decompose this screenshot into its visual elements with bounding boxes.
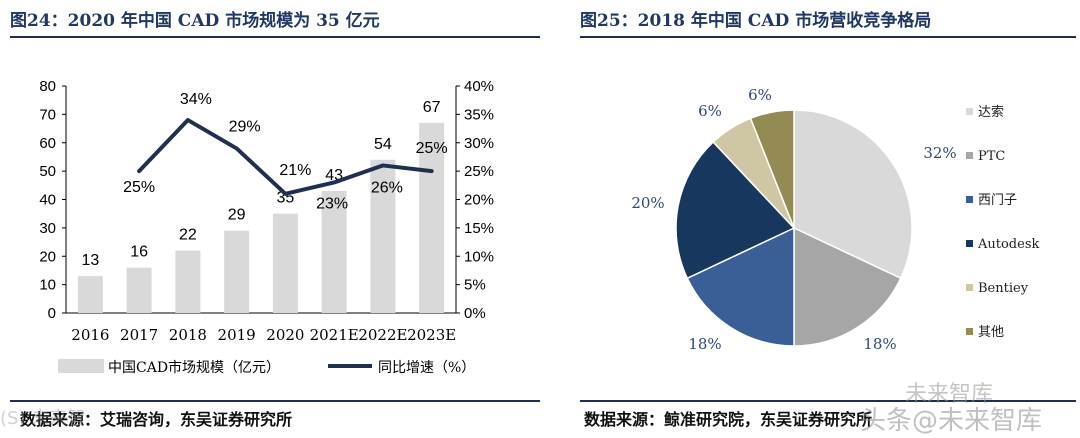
line-data-label: 34% <box>180 91 212 108</box>
x-tick-label: 2020 <box>266 326 304 344</box>
x-tick-label: 2021E <box>310 326 359 344</box>
right-chart-panel: 图25：2018 年中国 CAD 市场营收竞争格局 32% 18% 18% 20% 6%… <box>570 0 1080 438</box>
bar-data-label: 13 <box>81 252 99 269</box>
y-tick-label: 80 <box>39 78 56 95</box>
left-source-rule <box>10 400 540 402</box>
combo-chart: 0 10 20 30 40 50 60 70 80 0% 5% 10% 15% 20% 25% 30% 35% 4… <box>39 78 494 376</box>
bar <box>272 213 298 313</box>
legend-label: Bentiey <box>978 281 1029 296</box>
legend-label: 西门子 <box>978 193 1017 208</box>
pie-data-label: 18% <box>688 335 721 353</box>
bar <box>126 267 152 313</box>
line-data-label: 29% <box>229 118 261 135</box>
pie-data-label: 32% <box>923 144 956 162</box>
pie-data-label: 20% <box>631 194 664 212</box>
legend-label: PTC <box>978 149 1005 164</box>
y-tick-label: 10 <box>39 277 56 294</box>
y-tick-label: 0 <box>48 305 56 322</box>
line-data-label: 25% <box>123 179 155 196</box>
x-tick-label: 2017 <box>120 326 158 344</box>
bar <box>175 250 201 313</box>
y2-tick-label: 10% <box>464 248 494 265</box>
y-tick-label: 20 <box>39 248 56 265</box>
y-tick-label: 30 <box>39 220 56 237</box>
pie-data-label: 6% <box>748 86 772 104</box>
pie-chart: 32% 18% 18% 20% 6% 6% 达索 PTC 西门子 Autodesk Bentiey 其… <box>631 86 1039 353</box>
left-chart-source: 数据来源：艾瑞咨询，东吴证券研究所 <box>20 410 293 429</box>
pie-data-label: 6% <box>698 102 722 120</box>
y2-tick-label: 40% <box>464 78 494 95</box>
bar-data-label: 54 <box>374 136 392 153</box>
right-source-rule <box>580 400 1076 402</box>
x-tick-label: 2019 <box>218 326 256 344</box>
bar <box>77 276 103 313</box>
pie-slice <box>749 109 795 229</box>
legend-line-label: 同比增速（%） <box>378 360 475 376</box>
right-chart-source: 数据来源：鲸准研究院，东吴证券研究所 <box>584 410 873 429</box>
legend-label: 其他 <box>978 325 1004 340</box>
line-data-label: 23% <box>316 195 348 212</box>
bar-data-label: 29 <box>228 207 246 224</box>
watermark-top: 未来智库 <box>905 382 994 407</box>
x-tick-label: 2018 <box>169 326 207 344</box>
bar-data-label: 16 <box>130 244 148 261</box>
bar-data-label: 67 <box>423 99 441 116</box>
x-tick-label: 2022E <box>358 326 407 344</box>
y2-tick-label: 30% <box>464 135 494 152</box>
legend-label: Autodesk <box>977 237 1039 252</box>
bar <box>321 190 347 313</box>
line-data-label: 25% <box>416 140 448 157</box>
legend-swatch <box>966 240 973 247</box>
legend-swatch <box>966 108 973 115</box>
left-chart-title: 图24：2020 年中国 CAD 市场规模为 35 亿元 <box>10 11 380 31</box>
watermark-bottom: 头条@未来智库 <box>860 406 1043 436</box>
y2-tick-label: 20% <box>464 192 494 209</box>
y2-tick-label: 0% <box>464 305 486 322</box>
y2-tick-label: 35% <box>464 106 494 123</box>
right-title-rule <box>580 36 1076 38</box>
legend-label: 达索 <box>978 105 1004 120</box>
line-data-label: 21% <box>279 162 311 179</box>
pie-slice <box>793 109 913 280</box>
legend-bar-swatch <box>58 359 104 373</box>
legend-swatch <box>966 152 973 159</box>
bar-data-label: 22 <box>179 227 197 244</box>
growth-line <box>137 118 434 196</box>
y-tick-label: 50 <box>39 163 56 180</box>
pie-slice <box>793 226 902 347</box>
y2-tick-label: 15% <box>464 220 494 237</box>
legend-swatch <box>966 196 973 203</box>
bar <box>370 159 396 313</box>
y-tick-label: 40 <box>39 192 56 209</box>
left-chart-panel: 图24：2020 年中国 CAD 市场规模为 35 亿元 0 10 20 30 40 50… <box>10 11 540 429</box>
y-tick-label: 60 <box>39 135 56 152</box>
pie-data-label: 18% <box>863 335 896 353</box>
legend-swatch <box>966 284 973 291</box>
pie-slice <box>686 226 795 347</box>
y2-tick-label: 25% <box>464 163 494 180</box>
y2-tick-label: 5% <box>464 277 486 294</box>
legend-bar-label: 中国CAD市场规模（亿元） <box>108 359 280 376</box>
pie-slice <box>675 140 796 280</box>
watermark-left: (S) 未来智 <box>0 408 86 429</box>
y-tick-label: 70 <box>39 106 56 123</box>
bar <box>419 122 445 313</box>
bar <box>224 230 250 313</box>
legend-swatch <box>966 328 973 335</box>
x-tick-label: 2023E <box>407 326 456 344</box>
right-chart-title: 图25：2018 年中国 CAD 市场营收竞争格局 <box>580 11 932 31</box>
x-tick-label: 2016 <box>71 326 109 344</box>
left-title-rule <box>10 36 540 38</box>
line-data-label: 26% <box>371 179 403 196</box>
